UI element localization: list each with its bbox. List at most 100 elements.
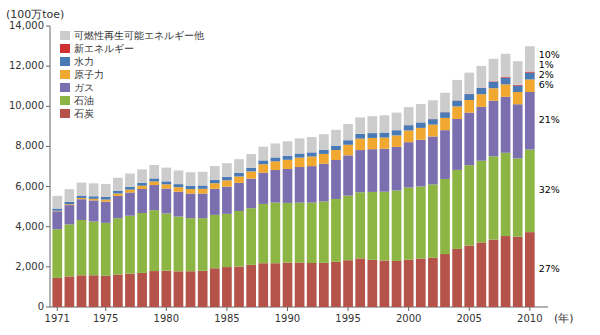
- bar-segment: [319, 263, 329, 307]
- bar-segment: [125, 192, 135, 215]
- bar-segment: [367, 192, 377, 260]
- bar-segment: [222, 214, 232, 267]
- x-tick: [469, 307, 470, 311]
- bar-segment: [125, 190, 135, 193]
- bar-segment: [440, 112, 450, 118]
- bar-segment: [392, 113, 402, 131]
- share-label: 6%: [539, 79, 554, 90]
- legend-swatch: [60, 57, 70, 66]
- legend: 可燃性再生可能エネルギー他新エネルギー水力原子力ガス石油石炭: [60, 30, 204, 119]
- bar-segment: [113, 193, 123, 195]
- bar-segment: [477, 242, 487, 307]
- bar-segment: [428, 100, 438, 119]
- bar-segment: [271, 157, 281, 161]
- bar-segment: [222, 177, 232, 180]
- y-tick-label: 4,000: [15, 221, 44, 232]
- bar-segment: [77, 220, 87, 275]
- bar-segment: [161, 188, 171, 213]
- bar-segment: [210, 189, 220, 215]
- bar-segment: [113, 274, 123, 307]
- x-tick: [57, 307, 58, 311]
- x-tick: [348, 307, 349, 311]
- bar-segment: [404, 125, 414, 130]
- bar-segment: [464, 73, 474, 94]
- legend-label: ガス: [74, 82, 94, 93]
- x-tick: [529, 307, 530, 311]
- annotations: 27%32%21%6%2%1%10%: [539, 49, 560, 274]
- bar-segment: [307, 263, 317, 307]
- bar-segment: [477, 161, 487, 243]
- bar-segment: [428, 125, 438, 137]
- bar-segment: [186, 218, 196, 271]
- share-label: 1%: [539, 59, 554, 70]
- bar-segment: [319, 154, 329, 164]
- bar-segment: [234, 211, 244, 267]
- bar-segment: [271, 161, 281, 170]
- bar-segment: [489, 82, 499, 88]
- bar-segment: [501, 97, 511, 153]
- bar-segment: [258, 263, 268, 307]
- bar-segment: [52, 278, 62, 307]
- bar-segment: [525, 73, 535, 80]
- bar-segment: [52, 229, 62, 278]
- bar-segment: [222, 267, 232, 307]
- bar-segment: [161, 213, 171, 270]
- bar-segment: [307, 166, 317, 202]
- bar-segment: [161, 184, 171, 188]
- y-tick-label: 14,000: [9, 20, 44, 31]
- x-tick: [166, 307, 167, 311]
- bar-segment: [367, 138, 377, 149]
- bar-segment: [525, 79, 535, 92]
- bar-segment: [464, 165, 474, 245]
- bar-segment: [416, 104, 426, 122]
- bar-segment: [477, 66, 487, 88]
- bar-segment: [198, 185, 208, 188]
- bar-segment: [489, 101, 499, 157]
- bar-segment: [210, 166, 220, 180]
- bar-segment: [331, 262, 341, 307]
- bar-segment: [271, 143, 281, 157]
- bar-segment: [283, 169, 293, 203]
- y-tick: [46, 106, 50, 107]
- x-axis-label: (年): [554, 312, 574, 325]
- bar-segment: [137, 273, 147, 307]
- bar-segment: [113, 196, 123, 218]
- bar-segment: [283, 141, 293, 156]
- bar-segment: [234, 173, 244, 177]
- bar-segment: [367, 133, 377, 138]
- bar-segment: [283, 160, 293, 169]
- bar-segment: [416, 128, 426, 140]
- bar-segment: [246, 168, 256, 172]
- bar-segment: [404, 107, 414, 125]
- y-tick-label: 2,000: [15, 261, 44, 272]
- bar-segment: [331, 146, 341, 150]
- bar-segment: [137, 186, 147, 189]
- bar-segment: [295, 167, 305, 203]
- bar-segment: [367, 260, 377, 307]
- x-tick: [105, 307, 106, 311]
- bar-segment: [428, 119, 438, 124]
- bar-segment: [174, 184, 184, 187]
- bar-segment: [137, 213, 147, 273]
- y-tick-label: 8,000: [15, 140, 44, 151]
- x-tick-label: 2010: [517, 313, 542, 324]
- bar-segment: [343, 145, 353, 156]
- bar-segment: [380, 261, 390, 307]
- bar-segment: [246, 171, 256, 178]
- bar-segment: [501, 84, 511, 96]
- bar-segment: [404, 142, 414, 187]
- bar-segment: [477, 107, 487, 161]
- bar-segment: [416, 122, 426, 127]
- bars: [52, 46, 534, 307]
- bar-segment: [380, 138, 390, 149]
- bar-segment: [101, 276, 111, 307]
- bar-segment: [295, 158, 305, 167]
- bar-segment: [513, 104, 523, 158]
- bar-segment: [222, 180, 232, 186]
- bar-segment: [331, 150, 341, 160]
- bar-segment: [174, 170, 184, 184]
- bar-segment: [501, 236, 511, 307]
- bar-segment: [525, 46, 535, 71]
- bar-segment: [355, 150, 365, 192]
- bar-segment: [295, 263, 305, 307]
